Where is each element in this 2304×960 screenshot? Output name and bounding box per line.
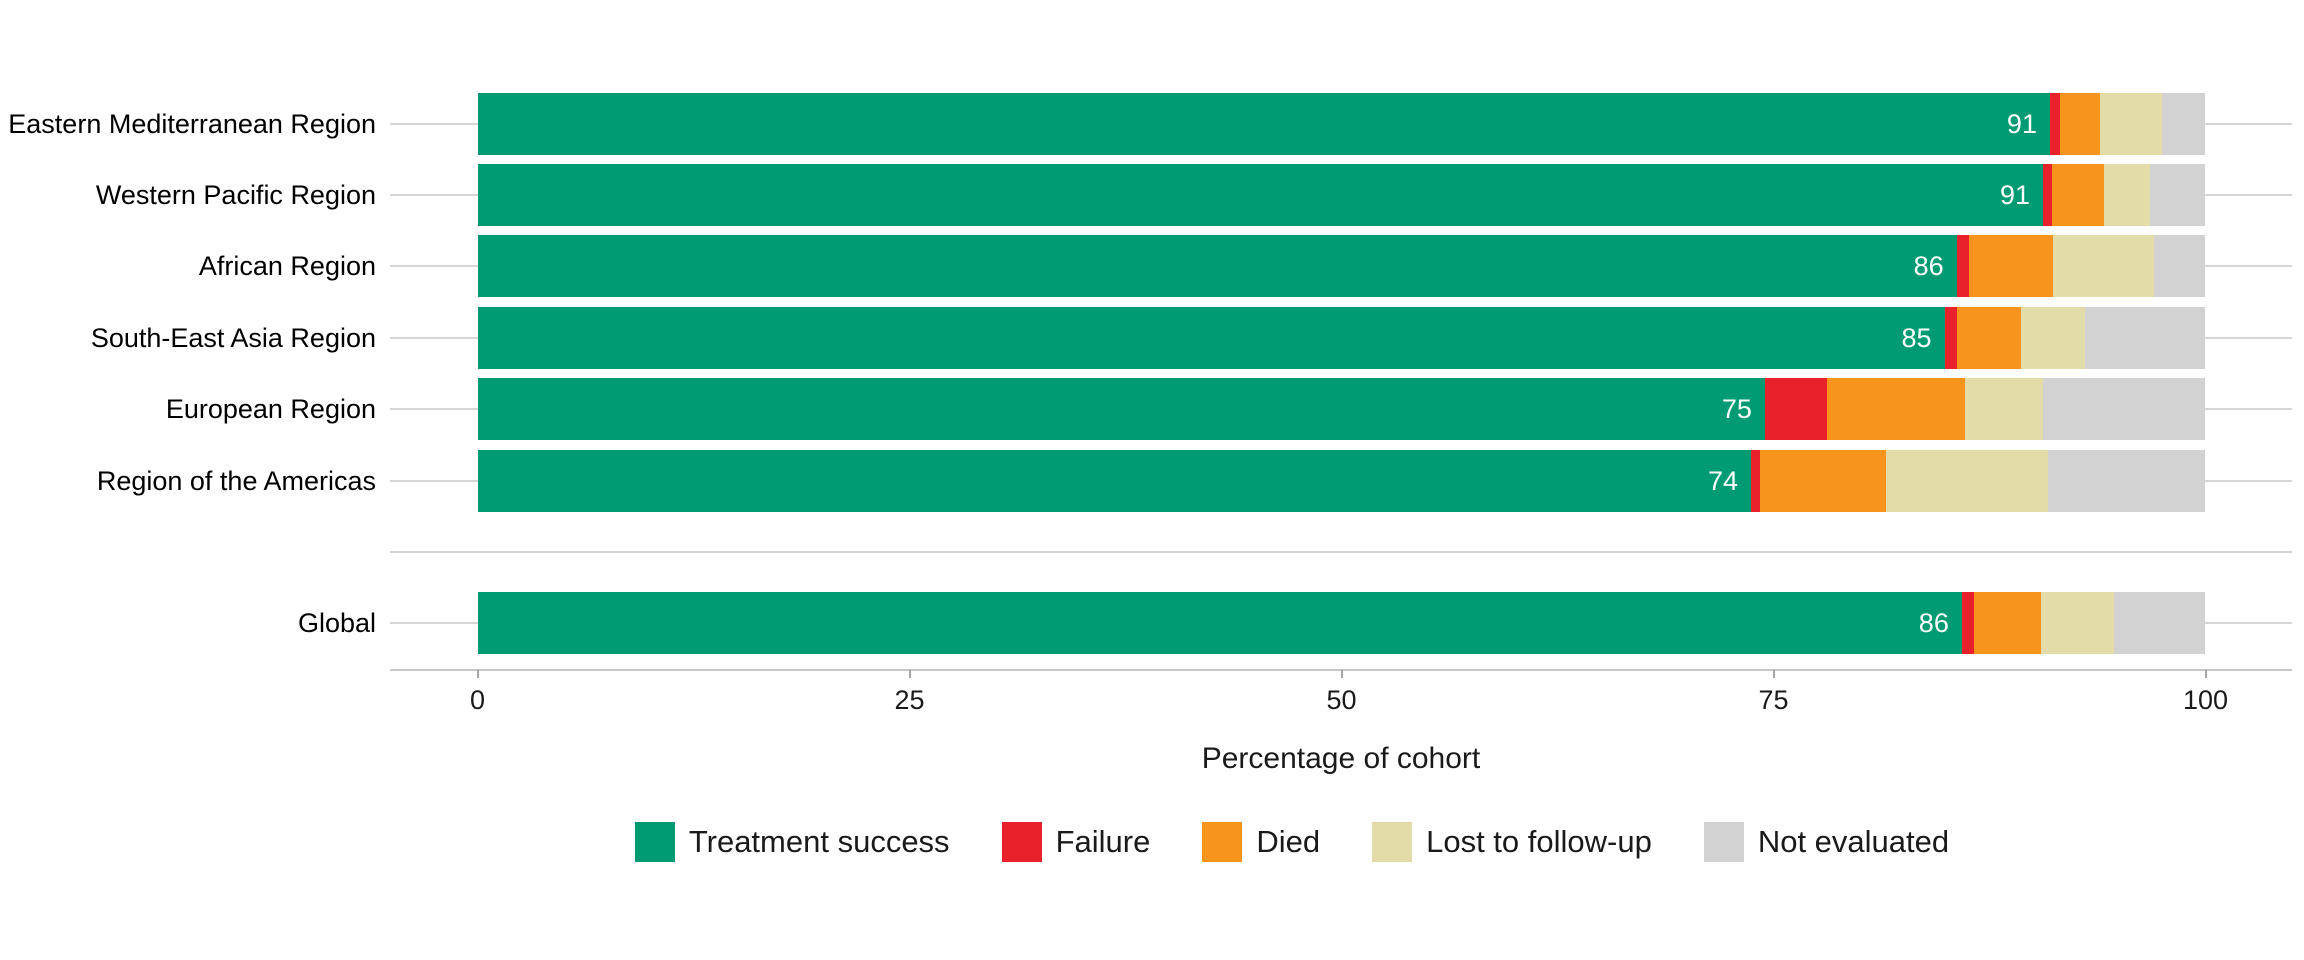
legend-label: Not evaluated [1757,824,1950,859]
bar-segment-died [1956,306,2021,369]
bar-segment-treatment-success [477,592,1962,655]
bar-segment-died [2051,163,2104,226]
x-axis-tick [908,670,911,678]
bar-segment-failure [1956,235,1969,298]
legend-item: Not evaluated [1703,822,1950,862]
bar-segment-failure [1961,592,1974,655]
x-axis-tick [2204,670,2207,678]
legend: Treatment success Failure Died Lost to foll… [292,820,2292,864]
bar-segment-failure [2049,92,2061,155]
bar-segment-not-evaluated [2113,592,2206,655]
legend-item: Lost to follow-up [1372,822,1652,862]
bar-segment-died [1759,449,1886,512]
bar-segment-lost-to-follow-up [2100,92,2163,155]
bar-segment-failure [2043,163,2052,226]
category-label: South-East Asia Region [90,322,376,353]
x-axis-tick-label: 100 [2182,685,2229,715]
x-axis-tick [476,670,479,678]
legend-swatch-died [1202,822,1243,862]
category-label: African Region [198,251,376,282]
bar-segment-treatment-success [477,449,1752,512]
bar-value-label: 74 [1707,465,1739,496]
legend-item: Treatment success [634,822,950,862]
bar-segment-died [2060,92,2101,155]
bar-segment-lost-to-follow-up [2103,163,2151,226]
bar-segment-not-evaluated [2150,163,2206,226]
legend-item: Died [1202,822,1320,862]
bar-segment-treatment-success [477,235,1957,298]
x-axis-tick [1340,670,1343,678]
bar-segment-lost-to-follow-up [2041,592,2114,655]
legend-swatch-not-evaluated [1703,822,1744,862]
bar-segment-failure [1764,378,1828,441]
category-label: Global [297,608,376,639]
bar-segment-died [1973,592,2042,655]
bar-segment-not-evaluated [2048,449,2206,512]
legend-label: Treatment success [688,824,950,859]
bar-segment-lost-to-follow-up [1965,378,2044,441]
legend-item: Failure [1001,822,1151,862]
bar-segment-lost-to-follow-up [1885,449,2049,512]
bar-segment-treatment-success [477,163,2044,226]
bar-segment-not-evaluated [2162,92,2206,155]
x-axis-title: Percentage of cohort [1201,742,1481,775]
bar-value-label: 85 [1901,322,1932,353]
bar-value-label: 86 [1913,251,1944,282]
bar-value-label: 91 [2006,108,2037,139]
bar-value-label: 91 [2000,179,2031,210]
bar-segment-treatment-success [477,92,2050,155]
bar-segment-failure [1944,306,1957,369]
x-axis-tick-label: 25 [894,685,925,715]
bar-value-label: 86 [1918,608,1949,639]
x-axis-tick [1772,670,1775,678]
bar-segment-treatment-success [477,378,1765,441]
legend-swatch-failure [1001,822,1042,862]
bar-segment-failure [1751,449,1760,512]
gridline [390,550,2292,553]
legend-label: Failure [1055,824,1151,859]
bar-segment-not-evaluated [2153,235,2206,298]
category-label: Western Pacific Region [95,179,376,210]
bar-segment-not-evaluated [2084,306,2206,369]
category-label: Eastern Mediterranean Region [8,108,376,139]
legend-label: Died [1256,824,1321,859]
bar-segment-died [1968,235,2054,298]
category-label: Region of the Americas [96,465,376,496]
bar-segment-lost-to-follow-up [2020,306,2085,369]
bar-segment-not-evaluated [2043,378,2206,441]
x-axis-tick-label: 50 [1326,685,1357,715]
bar-segment-died [1827,378,1966,441]
legend-swatch-treatment-success [634,822,675,862]
category-label: European Region [165,394,376,425]
bar-value-label: 75 [1721,394,1752,425]
bar-segment-lost-to-follow-up [2053,235,2154,298]
legend-label: Lost to follow-up [1426,824,1652,859]
x-axis-tick-label: 75 [1758,685,1789,715]
legend-swatch-lost-to-follow-up [1372,822,1413,862]
x-axis-tick-label: 0 [469,685,486,715]
bar-segment-treatment-success [477,306,1945,369]
